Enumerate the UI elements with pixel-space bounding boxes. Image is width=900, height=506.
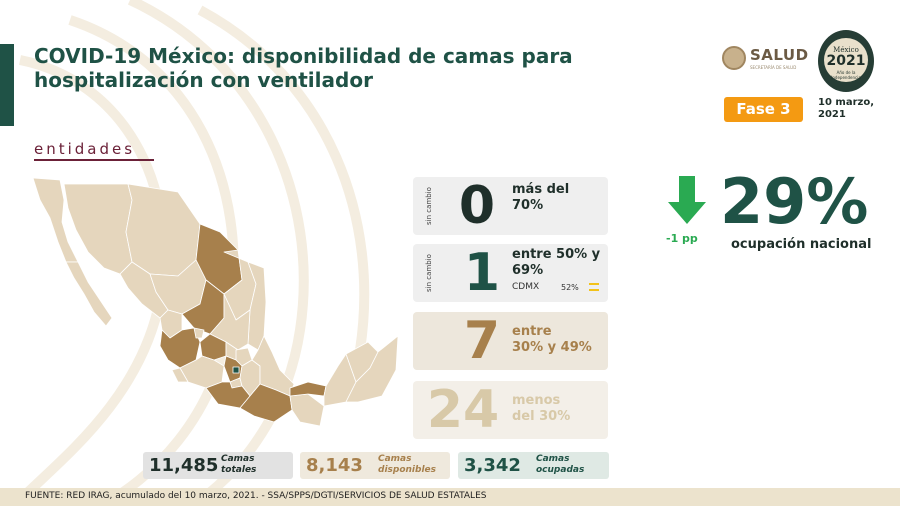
phase-badge: Fase 3 xyxy=(724,97,803,122)
section-underline xyxy=(34,159,154,161)
category-card-30-49: 7 entre 30% y 49% xyxy=(413,312,608,370)
map-state-baja-california-sur xyxy=(65,261,113,327)
category-card-over-70: sin cambio 0 más del 70% xyxy=(413,177,608,235)
category-desc-line-1: entre 50% y xyxy=(512,247,601,262)
cdmx-label: CDMX xyxy=(512,282,540,292)
stat-label-line-1: Camas xyxy=(536,454,570,464)
mexico-2021-seal: México 2021 Año de la Independencia xyxy=(818,30,874,92)
category-desc: menos del 30% xyxy=(512,393,570,425)
seal-text-motto: Año de la Independencia xyxy=(831,70,861,80)
map-state-chiapas xyxy=(289,393,325,427)
map-state-cdmx xyxy=(232,366,240,374)
date-line-2: 2021 xyxy=(818,109,846,120)
category-desc-line-2: del 30% xyxy=(512,409,571,424)
stat-occupied-beds: 3,342 Camas ocupadas xyxy=(458,452,609,479)
category-count: 7 xyxy=(463,311,501,371)
category-card-under-30: 24 menos del 30% xyxy=(413,381,608,439)
salud-logo-name: SALUD xyxy=(750,46,809,64)
category-desc-line-2: 70% xyxy=(512,198,544,213)
stat-label: Camas ocupadas xyxy=(536,454,584,476)
stat-label-line-2: totales xyxy=(221,465,257,475)
seal-text-year: 2021 xyxy=(826,53,866,69)
stat-value: 3,342 xyxy=(464,455,521,476)
category-desc-line-1: más del xyxy=(512,182,570,197)
category-count: 0 xyxy=(458,176,496,236)
stat-value: 11,485 xyxy=(149,455,219,476)
stat-label-line-2: ocupadas xyxy=(536,465,585,475)
stat-label-line-1: Camas xyxy=(378,454,412,464)
category-desc-line-2: 69% xyxy=(512,263,544,278)
category-card-50-69: sin cambio 1 entre 50% y 69% CDMX 52% xyxy=(413,244,608,302)
stat-label: Camas totales xyxy=(221,454,256,476)
seal-text-mexico: México xyxy=(833,46,859,54)
national-change: -1 pp xyxy=(666,232,698,245)
stat-value: 8,143 xyxy=(306,455,363,476)
category-desc: entre 30% y 49% xyxy=(512,324,592,356)
seal-ring xyxy=(824,38,868,82)
category-desc-line-1: entre xyxy=(512,324,552,339)
category-desc-line-2: 30% y 49% xyxy=(512,340,592,355)
map-state-colima xyxy=(171,367,189,383)
page-title: COVID-19 México: disponibilidad de camas… xyxy=(34,44,594,92)
cdmx-value: 52% xyxy=(561,283,579,292)
map-state-chihuahua xyxy=(125,183,201,277)
category-count: 24 xyxy=(426,380,500,440)
map-state-tabasco xyxy=(289,381,327,397)
date-line-1: 10 marzo, xyxy=(818,97,874,108)
category-desc: entre 50% y 69% xyxy=(512,247,600,279)
stat-available-beds: 8,143 Camas disponibles xyxy=(300,452,450,479)
title-line-1: COVID-19 México: disponibilidad de camas… xyxy=(34,44,573,68)
title-line-2: hospitalización con ventilador xyxy=(34,68,373,92)
arrow-down-icon xyxy=(668,176,706,224)
footer-source-text: FUENTE: RED IRAG, acumulado del 10 marzo… xyxy=(25,491,487,501)
change-label: sin cambio xyxy=(425,187,433,225)
national-occupancy-percent: 29% xyxy=(720,165,869,238)
national-occupancy-label: ocupación nacional xyxy=(731,237,872,252)
equals-icon xyxy=(589,283,599,291)
change-label: sin cambio xyxy=(425,254,433,292)
mexico-states-map xyxy=(32,177,399,427)
stat-label-line-1: Camas xyxy=(221,454,255,464)
category-desc: más del 70% xyxy=(512,182,569,214)
footer-source: FUENTE: RED IRAG, acumulado del 10 marzo… xyxy=(0,488,900,506)
map-state-guerrero xyxy=(205,381,251,409)
category-desc-line-1: menos xyxy=(512,393,561,408)
report-date: 10 marzo, 2021 xyxy=(818,97,878,121)
salud-logo-subtitle: SECRETARÍA DE SALUD xyxy=(750,65,797,70)
category-count: 1 xyxy=(463,243,501,303)
accent-bar xyxy=(0,44,14,126)
stat-total-beds: 11,485 Camas totales xyxy=(143,452,293,479)
map-state-quintana-roo xyxy=(345,335,399,403)
stat-label: Camas disponibles xyxy=(378,454,436,476)
stat-label-line-2: disponibles xyxy=(378,465,436,475)
map-state-jalisco xyxy=(159,327,201,369)
section-title: entidades xyxy=(34,140,136,158)
salud-logo: SALUD SECRETARÍA DE SALUD xyxy=(722,44,808,74)
salud-emblem-icon xyxy=(722,46,746,70)
map-state-aguascalientes xyxy=(193,327,205,339)
